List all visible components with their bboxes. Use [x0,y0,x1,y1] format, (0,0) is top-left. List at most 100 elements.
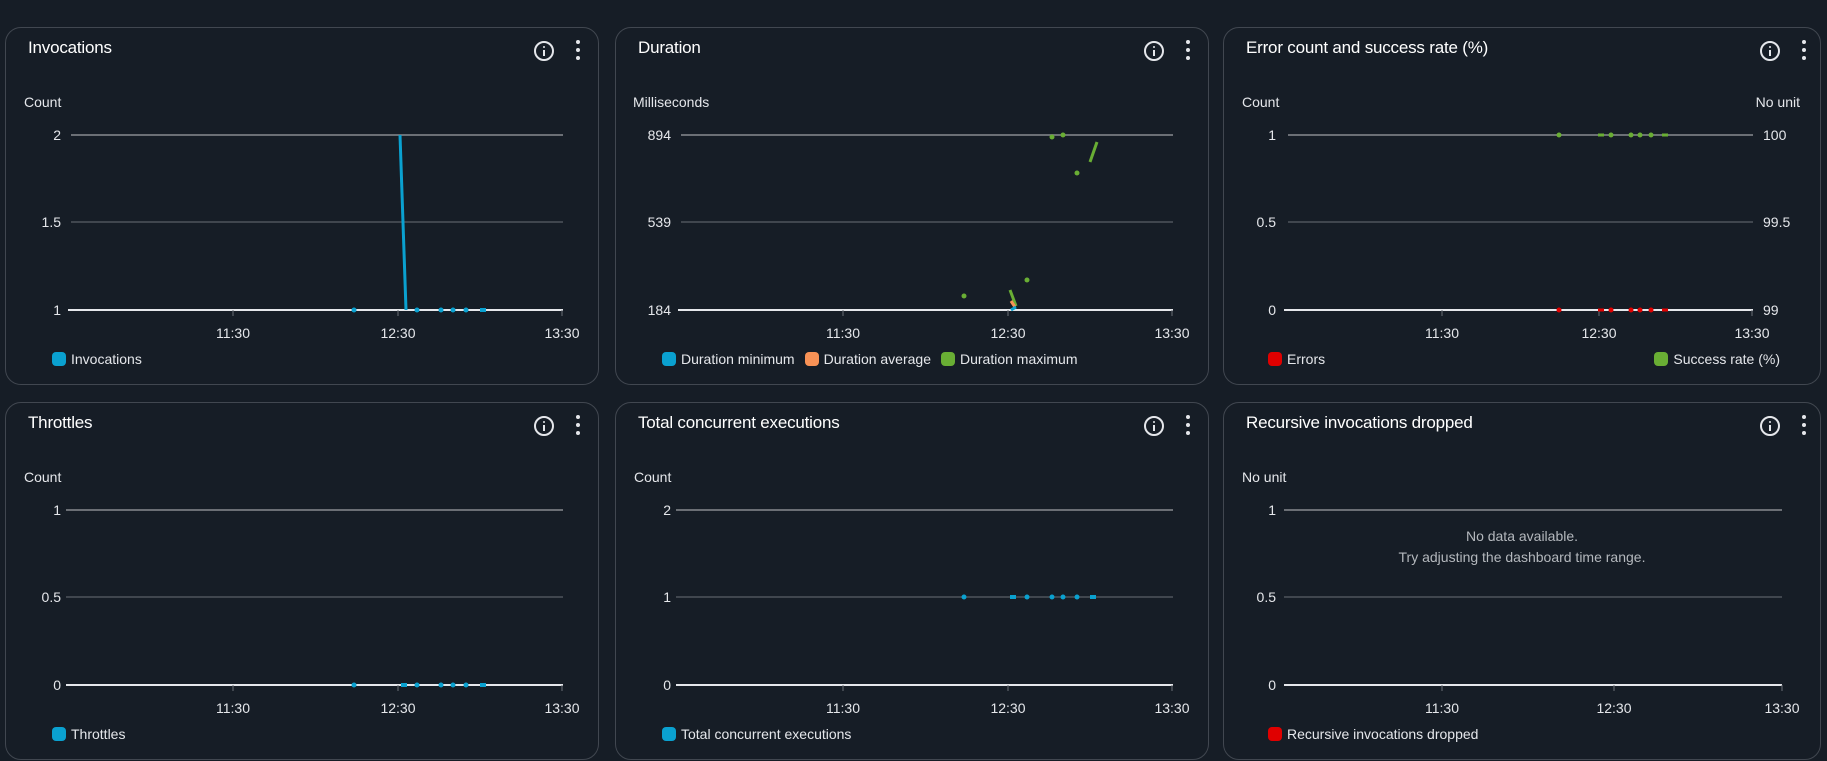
legend-swatch [804,352,819,366]
panel-throttles: Throttles Count 1 0.5 0 11:30 12:30 13:3… [5,402,599,760]
info-icon[interactable] [534,416,554,436]
y-tick: 1.5 [42,214,62,230]
y-tick: 1 [1268,127,1276,143]
legend-item-errors[interactable]: Errors [1268,351,1325,367]
chart-recursive-invocations-dropped[interactable]: 1 0.5 0 11:30 12:30 13:30 [1224,403,1822,761]
y-tick: 1 [1268,502,1276,518]
chart-legend: Recursive invocations dropped [1268,726,1488,742]
legend-label: Duration maximum [960,351,1078,367]
y-tick: 0 [1268,302,1276,318]
legend-label: Duration average [823,351,931,367]
legend-item-recursive-invocations-dropped[interactable]: Recursive invocations dropped [1268,726,1478,742]
info-icon[interactable] [1760,416,1780,436]
y-tick: 184 [648,302,672,318]
chart-legend: Throttles [52,726,135,742]
y-axis-unit: Count [634,469,672,485]
legend-swatch [52,352,66,366]
info-icon[interactable] [1144,41,1164,61]
x-tick: 13:30 [544,325,579,341]
y-axis-unit: Count [24,94,62,110]
y-tick-right: 99 [1763,302,1779,318]
panel-title: Error count and success rate (%) [1246,38,1489,57]
info-icon[interactable] [1760,41,1780,61]
legend-label: Total concurrent executions [681,726,852,742]
no-data-line-2: Try adjusting the dashboard time range. [1398,549,1646,565]
y-tick: 539 [648,214,672,230]
y-tick: 0 [663,677,671,693]
panel-title: Total concurrent executions [638,413,840,432]
legend-item-total-concurrent-executions[interactable]: Total concurrent executions [662,726,851,742]
x-tick: 13:30 [1764,700,1799,716]
x-tick: 12:30 [990,325,1025,341]
panel-total-concurrent-executions: Total concurrent executions Count 2 1 0 … [615,402,1209,760]
more-options-icon[interactable] [1186,415,1190,435]
legend-label: Throttles [71,726,126,742]
chart-total-concurrent-executions[interactable]: 2 1 0 11:30 12:30 13:30 [616,403,1210,761]
x-tick: 12:30 [380,700,415,716]
panel-title: Throttles [28,413,93,432]
y-tick: 1 [53,302,61,318]
y-tick: 0.5 [1257,589,1277,605]
panel-title: Invocations [28,38,112,57]
y-tick: 1 [663,589,671,605]
no-data-line-1: No data available. [1465,528,1579,544]
legend-item-duration-average[interactable]: Duration average [804,351,931,367]
chart-duration[interactable]: 894 539 184 11:30 12:30 13:30 [616,28,1210,386]
more-options-icon[interactable] [1802,415,1806,435]
y-tick: 0 [1268,677,1276,693]
y-tick: 2 [663,502,671,518]
legend-item-success-rate[interactable]: Success rate (%) [1654,351,1780,367]
panel-recursive-invocations-dropped: Recursive invocations dropped No unit 1 … [1223,402,1821,760]
legend-item-throttles[interactable]: Throttles [52,726,125,742]
panel-invocations: Invocations Count 2 1.5 1 11:30 12:30 13… [5,27,599,385]
more-options-icon[interactable] [1186,40,1190,60]
x-tick: 11:30 [1425,700,1459,716]
x-tick: 11:30 [216,325,250,341]
y-tick: 1 [53,502,61,518]
x-tick: 11:30 [1425,325,1459,341]
legend-label: Recursive invocations dropped [1287,726,1479,742]
x-tick: 12:30 [990,700,1025,716]
chart-invocations[interactable]: 2 1.5 1 11:30 12:30 13:30 [6,28,600,386]
info-icon[interactable] [534,41,554,61]
info-icon[interactable] [1144,416,1164,436]
panel-duration: Duration Milliseconds 894 539 184 11:30 … [615,27,1209,385]
x-tick: 13:30 [1154,700,1189,716]
y-tick: 0 [53,677,61,693]
x-tick: 13:30 [1154,325,1189,341]
legend-swatch [1654,352,1669,366]
chart-error-count-success-rate[interactable]: 1 0.5 0 100 99.5 99 11:30 12:30 13:30 [1224,28,1822,386]
panel-error-count-success-rate: Error count and success rate (%) Count N… [1223,27,1821,385]
x-tick: 11:30 [216,700,250,716]
legend-item-duration-maximum[interactable]: Duration maximum [941,351,1077,367]
x-tick: 13:30 [1734,325,1769,341]
legend-item-duration-minimum[interactable]: Duration minimum [662,351,795,367]
legend-swatch [52,727,66,741]
y-tick: 0.5 [1257,214,1277,230]
legend-swatch [1268,352,1282,366]
legend-swatch [662,352,676,366]
legend-label: Invocations [71,351,142,367]
x-tick: 13:30 [544,700,579,716]
legend-item-invocations[interactable]: Invocations [52,351,142,367]
chart-legend: Invocations [52,351,152,367]
y-axis-unit-right: No unit [1755,94,1800,110]
chart-throttles[interactable]: 1 0.5 0 11:30 12:30 13:30 [6,403,600,761]
panel-title: Duration [638,38,701,57]
x-tick: 11:30 [826,700,860,716]
legend-label: Duration minimum [681,351,795,367]
more-options-icon[interactable] [576,40,580,60]
panel-title: Recursive invocations dropped [1246,413,1473,432]
legend-label: Errors [1287,351,1326,367]
y-tick-right: 100 [1763,127,1787,143]
more-options-icon[interactable] [576,415,580,435]
chart-legend: Total concurrent executions [662,726,861,742]
x-tick: 12:30 [1596,700,1631,716]
legend-swatch [662,727,676,741]
legend-label: Success rate (%) [1673,351,1780,367]
y-tick: 2 [53,127,61,143]
more-options-icon[interactable] [1802,40,1806,60]
y-axis-unit-left: Count [1242,94,1280,110]
y-tick: 0.5 [42,589,62,605]
x-tick: 11:30 [826,325,860,341]
